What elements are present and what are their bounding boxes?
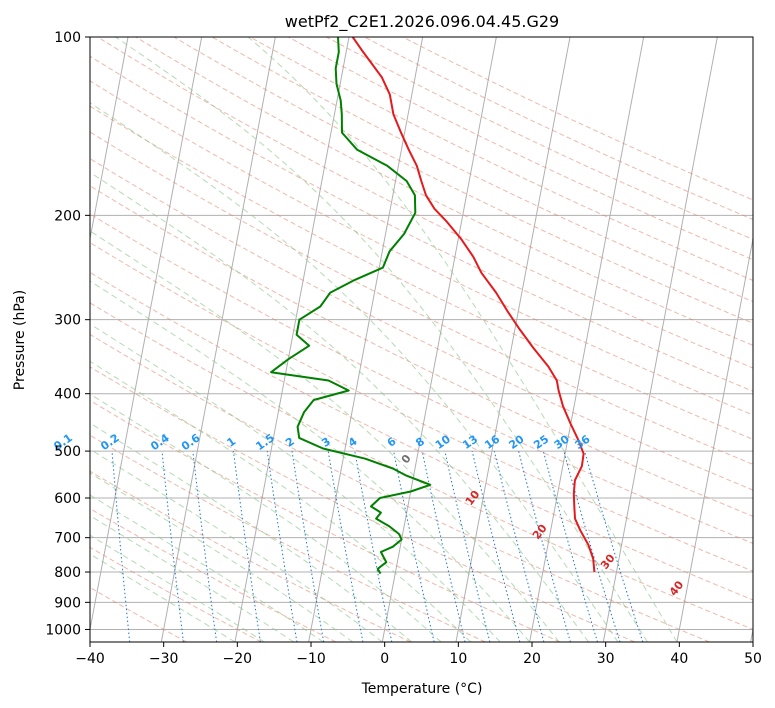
mixing-ratio-line bbox=[563, 450, 621, 642]
chart-title: wetPf2_C2E1.2026.096.04.45.G29 bbox=[285, 12, 559, 32]
isotherm-line bbox=[750, 626, 753, 642]
x-tick-label: 30 bbox=[597, 651, 615, 667]
mixing-ratio-line bbox=[354, 451, 393, 642]
mixing-ratio-line bbox=[327, 451, 364, 642]
dry-adiabat-line bbox=[90, 131, 753, 465]
y-tick-label: 500 bbox=[54, 444, 81, 460]
mixing-ratio-line bbox=[471, 450, 521, 642]
x-axis-label: Temperature (°C) bbox=[361, 681, 483, 697]
y-tick-label: 1000 bbox=[45, 622, 81, 638]
dry-adiabat-line bbox=[364, 37, 753, 221]
x-axis-ticks: −40 −30 −20 −10 0 10 20 30 40 50 bbox=[75, 642, 762, 667]
moist-adiabat-line bbox=[90, 230, 560, 642]
isotherm-line bbox=[90, 37, 129, 242]
dry-adiabat-line bbox=[90, 185, 753, 517]
dry-adiabat-line bbox=[211, 37, 753, 303]
dry-adiabat-line bbox=[90, 366, 635, 642]
isotherm-line bbox=[381, 37, 497, 642]
mixing-ratio-line bbox=[421, 450, 466, 642]
data-series bbox=[270, 37, 596, 575]
mixing-ratio-line bbox=[444, 450, 491, 642]
x-tick-label: −20 bbox=[223, 651, 253, 667]
dry-adiabat-line bbox=[97, 37, 753, 369]
dry-adiabat-line bbox=[90, 302, 753, 630]
x-tick-label: 10 bbox=[449, 651, 467, 667]
y-axis-ticks: 100 200 300 400 500 600 700 800 900 1000 bbox=[45, 30, 90, 638]
dry-adiabat-line bbox=[326, 37, 753, 240]
dry-adiabat-line bbox=[90, 333, 710, 642]
moist-adiabat-line bbox=[90, 472, 354, 642]
moist-adiabat-line bbox=[90, 360, 472, 642]
y-tick-label: 200 bbox=[54, 208, 81, 224]
mixing-ratio-line bbox=[393, 451, 435, 642]
isotherm-line bbox=[234, 37, 350, 642]
moist-adiabat-line bbox=[115, 37, 648, 642]
dry-adiabat-line bbox=[90, 55, 753, 392]
mixing-ratio-line bbox=[584, 450, 644, 642]
moist-adiabat-line bbox=[90, 102, 619, 642]
moist-adiabat-line bbox=[90, 515, 295, 642]
x-tick-label: −30 bbox=[149, 651, 179, 667]
moist-adiabat-line bbox=[90, 534, 265, 642]
moist-adiabat-line bbox=[247, 37, 678, 642]
y-tick-label: 300 bbox=[54, 313, 81, 329]
background-lines bbox=[21, 37, 753, 642]
moist-adiabat-line bbox=[90, 171, 590, 642]
dry-adiabat-line bbox=[90, 80, 753, 416]
x-tick-label: 20 bbox=[523, 651, 541, 667]
isotherm-line bbox=[676, 235, 753, 642]
y-tick-label: 700 bbox=[54, 531, 81, 547]
isotherm-line bbox=[602, 37, 718, 642]
moist-adiabat-line bbox=[90, 280, 530, 642]
dry-adiabat-line bbox=[249, 37, 753, 281]
y-axis-label: Pressure (hPa) bbox=[12, 290, 28, 390]
dry-adiabat-line bbox=[90, 105, 753, 440]
x-tick-label: −10 bbox=[296, 651, 326, 667]
dry-adiabat-line bbox=[173, 37, 753, 324]
plot-background bbox=[90, 37, 753, 642]
dry-adiabat-line bbox=[402, 37, 753, 201]
x-tick-label: 0 bbox=[380, 651, 389, 667]
isotherm-line bbox=[160, 37, 276, 642]
dry-adiabat-line bbox=[90, 434, 486, 642]
moist-adiabat-line bbox=[90, 393, 442, 642]
x-tick-label: −40 bbox=[75, 651, 105, 667]
dry-adiabat-line bbox=[90, 271, 753, 601]
moist-adiabat-line bbox=[90, 323, 501, 642]
y-tick-label: 400 bbox=[54, 387, 81, 403]
mixing-ratio-line bbox=[542, 450, 598, 642]
temperature-profile-line bbox=[351, 37, 596, 573]
y-tick-label: 900 bbox=[54, 595, 81, 611]
plot-frame bbox=[89, 36, 754, 643]
isotherm-line bbox=[90, 37, 203, 633]
dry-adiabat-line bbox=[90, 399, 561, 642]
x-tick-label: 40 bbox=[670, 651, 688, 667]
y-tick-label: 800 bbox=[54, 565, 81, 581]
y-tick-label: 600 bbox=[54, 491, 81, 507]
mixing-ratio-line bbox=[21, 451, 32, 642]
x-tick-label: 50 bbox=[744, 651, 762, 667]
dewpoint-profile-line bbox=[270, 37, 432, 575]
y-tick-label: 100 bbox=[54, 30, 81, 46]
dry-adiabat-line bbox=[90, 242, 753, 572]
